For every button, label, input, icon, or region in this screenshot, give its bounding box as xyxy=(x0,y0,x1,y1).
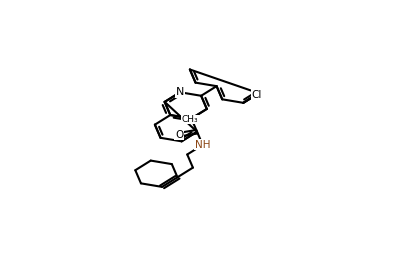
Text: O: O xyxy=(175,130,183,140)
Text: CH₃: CH₃ xyxy=(181,115,198,124)
Text: Cl: Cl xyxy=(251,90,261,100)
Text: NH: NH xyxy=(195,140,210,150)
Text: N: N xyxy=(176,87,184,97)
